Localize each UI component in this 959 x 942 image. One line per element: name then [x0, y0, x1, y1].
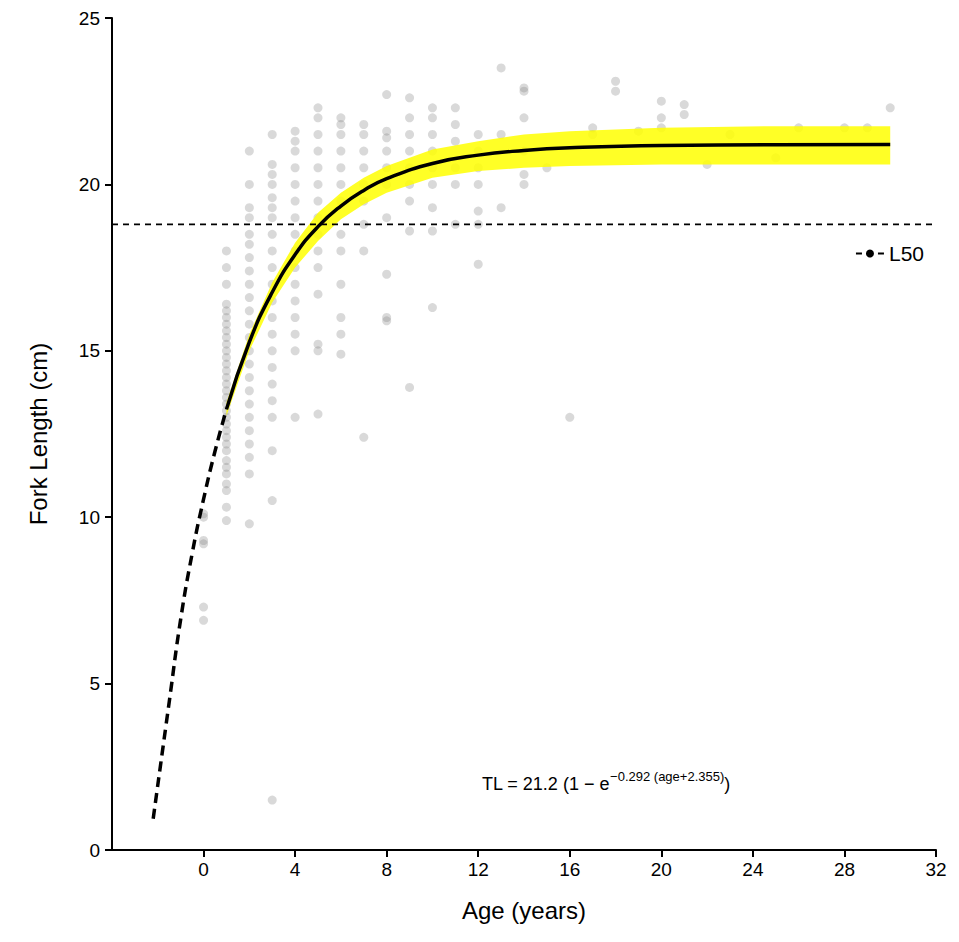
- svg-text:Age (years): Age (years): [462, 897, 586, 924]
- svg-text:8: 8: [381, 859, 392, 880]
- svg-text:TL = 21.2 (1 − e: TL = 21.2 (1 − e: [482, 774, 609, 794]
- svg-text:12: 12: [468, 859, 489, 880]
- svg-text:20: 20: [651, 859, 672, 880]
- svg-text:32: 32: [925, 859, 946, 880]
- svg-text:L50: L50: [889, 242, 924, 265]
- svg-text:5: 5: [89, 673, 100, 694]
- svg-text:16: 16: [559, 859, 580, 880]
- svg-text:25: 25: [79, 8, 100, 29]
- svg-text:−0.292 (age+2.355): −0.292 (age+2.355): [610, 769, 724, 784]
- svg-text:24: 24: [742, 859, 764, 880]
- svg-text:20: 20: [79, 174, 100, 195]
- svg-text:): ): [724, 774, 730, 794]
- svg-text:10: 10: [79, 507, 100, 528]
- svg-text:Fork Length (cm): Fork Length (cm): [25, 343, 52, 526]
- svg-text:0: 0: [198, 859, 209, 880]
- svg-text:0: 0: [89, 840, 100, 861]
- svg-text:28: 28: [834, 859, 855, 880]
- svg-text:15: 15: [79, 340, 100, 361]
- svg-text:4: 4: [290, 859, 301, 880]
